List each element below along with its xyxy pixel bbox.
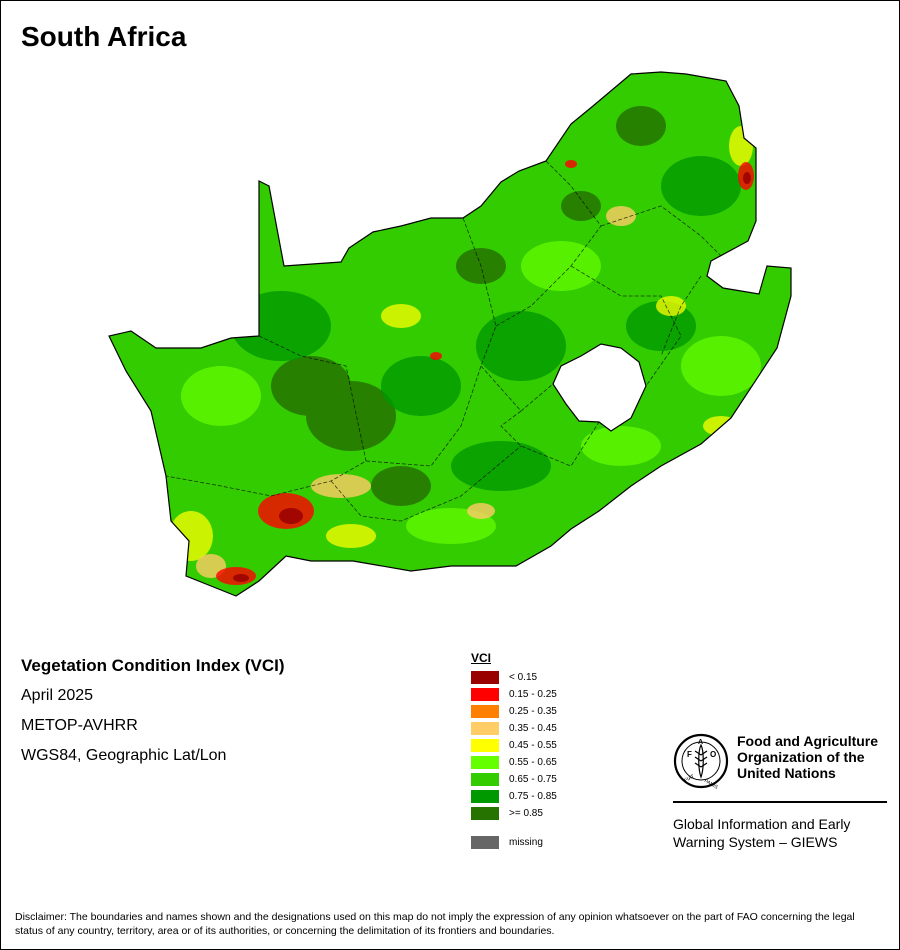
map-title: South Africa (21, 21, 187, 52)
legend-label: 0.15 - 0.25 (509, 689, 557, 700)
map-info: Vegetation Condition Index (VCI) April 2… (21, 656, 285, 776)
legend-label: 0.35 - 0.45 (509, 723, 557, 734)
legend-item: 0.45 - 0.55 (471, 737, 557, 754)
legend-swatch (471, 671, 499, 684)
vci-map (101, 66, 801, 611)
map-sensor: METOP-AVHRR (21, 717, 138, 734)
fao-name: Food and Agriculture Organization of the… (737, 733, 887, 781)
svg-text:O: O (710, 750, 716, 759)
legend-items: < 0.15 0.15 - 0.25 0.25 - 0.35 0.35 - 0.… (471, 669, 557, 822)
fao-branding: F A O FIAT PANIS Food and Agriculture Or… (673, 733, 887, 851)
svg-text:PANIS: PANIS (703, 778, 719, 789)
legend-label: >= 0.85 (509, 808, 543, 819)
legend-label: 0.65 - 0.75 (509, 774, 557, 785)
divider (673, 801, 887, 803)
province-boundaries (165, 160, 722, 522)
svg-text:F: F (687, 750, 692, 759)
legend-item: < 0.15 (471, 669, 557, 686)
legend-item: 0.55 - 0.65 (471, 754, 557, 771)
giews-line1: Global Information and Early (673, 816, 851, 832)
legend-item: >= 0.85 (471, 805, 557, 822)
map-period: April 2025 (21, 687, 94, 704)
fao-name-line1: Food and Agriculture (737, 733, 879, 749)
giews-line2: Warning System – GIEWS (673, 834, 838, 850)
legend-label: < 0.15 (509, 672, 538, 683)
giews-name: Global Information and Early Warning Sys… (673, 815, 887, 851)
legend-swatch-missing (471, 836, 499, 849)
legend-label-missing: missing (509, 837, 543, 848)
svg-text:A: A (698, 739, 703, 746)
legend-item: 0.65 - 0.75 (471, 771, 557, 788)
legend-swatch (471, 722, 499, 735)
legend-label: 0.25 - 0.35 (509, 706, 557, 717)
vci-raster (109, 72, 791, 596)
fao-name-line3: United Nations (737, 765, 836, 781)
legend-swatch (471, 688, 499, 701)
legend-swatch (471, 739, 499, 752)
legend-title: VCI (471, 651, 492, 665)
legend-swatch (471, 807, 499, 820)
disclaimer: Disclaimer: The boundaries and names sho… (15, 911, 855, 937)
legend-swatch (471, 756, 499, 769)
legend-swatch (471, 773, 499, 786)
map-projection: WGS84, Geographic Lat/Lon (21, 747, 227, 764)
legend-item: 0.35 - 0.45 (471, 720, 557, 737)
legend-swatch (471, 790, 499, 803)
legend-item: 0.15 - 0.25 (471, 686, 557, 703)
legend-label: 0.45 - 0.55 (509, 740, 557, 751)
legend-item: 0.25 - 0.35 (471, 703, 557, 720)
fao-logo-icon: F A O FIAT PANIS (673, 733, 729, 789)
fao-name-line2: Organization of the (737, 749, 865, 765)
index-name: Vegetation Condition Index (VCI) (21, 656, 285, 675)
legend-label: 0.55 - 0.65 (509, 757, 557, 768)
vci-legend: VCI < 0.15 0.15 - 0.25 0.25 - 0.35 0.35 … (471, 651, 557, 851)
legend-label: 0.75 - 0.85 (509, 791, 557, 802)
svg-text:FIAT: FIAT (683, 774, 695, 784)
legend-item: 0.75 - 0.85 (471, 788, 557, 805)
legend-item-missing: missing (471, 834, 557, 851)
legend-swatch (471, 705, 499, 718)
